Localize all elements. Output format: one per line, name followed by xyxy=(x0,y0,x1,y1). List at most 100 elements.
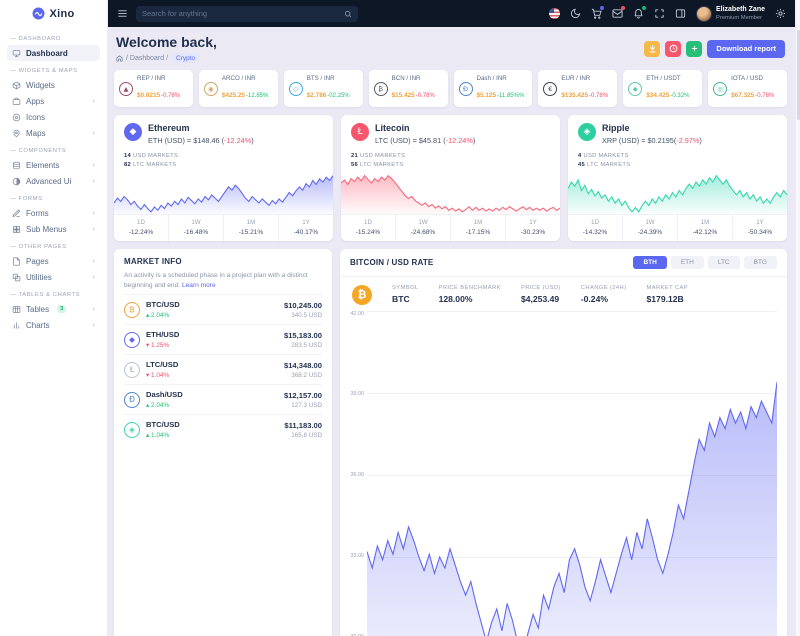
btc-usd-rate-card: BITCOIN / USD RATE BTH ETH LTC BTG ₿ SYM… xyxy=(340,248,787,636)
ticker-card-iota[interactable]: ◎ IOTA / USD $67.325-0.78% xyxy=(708,70,787,107)
settings-gear-icon[interactable] xyxy=(775,8,786,19)
sidebar-item-utilities[interactable]: Utilities › xyxy=(7,269,100,285)
market-row-eth[interactable]: ◆ ETH/USD ▾ 1.25% $15,183.00 283.5 USD xyxy=(124,324,322,354)
stat-1m[interactable]: 1M -17.15% xyxy=(450,215,505,241)
litecoin-sparkline-chart xyxy=(341,172,560,215)
sidebar-item-sub-menus[interactable]: Sub Menus › xyxy=(7,221,100,237)
tab-ltc[interactable]: LTC xyxy=(707,255,740,269)
ticker-card-eur[interactable]: € EUR / INR $135.425-0.78% xyxy=(538,70,618,107)
sidebar-item-forms[interactable]: Forms › xyxy=(7,205,100,221)
scrollbar[interactable] xyxy=(795,0,800,636)
sidebar-item-tables[interactable]: Tables 3 › xyxy=(7,301,100,317)
ticker-change: -0.78% xyxy=(755,93,775,99)
scrollbar-thumb[interactable] xyxy=(796,30,800,120)
ticker-card-arco[interactable]: ◉ ARCO / INR $425.25-12.85% xyxy=(198,70,278,107)
home-icon[interactable] xyxy=(116,55,123,62)
download-report-button[interactable]: Download report xyxy=(707,39,785,58)
ticker-change: -11.85%% xyxy=(497,93,525,99)
user-profile[interactable]: Elizabeth Zane Premium Member xyxy=(695,5,765,22)
map-pin-icon xyxy=(12,129,21,138)
brand-logo-icon xyxy=(32,7,45,20)
tab-bth[interactable]: BTH xyxy=(633,255,667,269)
hamburger-menu-icon[interactable] xyxy=(117,8,128,19)
page-header-actions: Download report xyxy=(644,39,785,58)
ticker-price: $135.425 xyxy=(561,92,589,99)
sidebar-item-icons[interactable]: Icons xyxy=(7,109,100,125)
coin-subtitle: LTC (USD) = $45.81 (-12.24%) xyxy=(375,135,476,145)
stat-1w[interactable]: 1W -24.68% xyxy=(395,215,450,241)
sidebar-section-other-pages: Other Pages xyxy=(10,244,97,250)
coin-name: Ripple xyxy=(602,123,630,133)
tab-btg[interactable]: BTG xyxy=(743,255,777,269)
market-info-card: MARKET INFO An activity is a scheduled p… xyxy=(114,248,332,636)
cart-icon[interactable] xyxy=(591,6,604,19)
breadcrumb-current[interactable]: Crypto xyxy=(171,53,201,63)
breadcrumb-path[interactable]: / Dashboard / xyxy=(126,54,169,62)
messages-icon[interactable] xyxy=(612,6,625,19)
database-icon xyxy=(12,161,21,170)
sidebar-section-components: Components xyxy=(10,148,97,154)
stat-1d[interactable]: 1D -14.32% xyxy=(582,219,608,236)
tab-eth[interactable]: ETH xyxy=(670,255,704,269)
dark-mode-moon-icon[interactable] xyxy=(570,8,581,19)
btc-rate-stats: ₿ SYMBOL BTC PRICE BENCHMARK 128.00% PRICE… xyxy=(340,277,787,308)
notifications-bell-icon[interactable] xyxy=(633,6,646,19)
trend-up-icon: ▴ xyxy=(146,312,150,320)
stat-1y[interactable]: 1Y -50.34% xyxy=(732,215,787,241)
stat-change-24h: CHANGE (24H) -0.24% xyxy=(580,285,627,304)
btc-usd-rate-chart xyxy=(367,310,777,636)
search-icon[interactable] xyxy=(344,10,352,18)
btc-icon: ₿ xyxy=(124,301,140,318)
ticker-card-dash[interactable]: Ð Dash / INR $5.125-11.85%% xyxy=(453,70,533,107)
coin-subtitle: XRP (USD) = $0.2195(-2.97%) xyxy=(602,135,702,145)
sidebar-item-apps[interactable]: Apps › xyxy=(7,93,100,109)
stat-1y[interactable]: 1Y -30.23% xyxy=(505,215,560,241)
layout-toggle-icon[interactable] xyxy=(675,8,686,19)
stat-1w[interactable]: 1W -24.39% xyxy=(622,215,677,241)
market-row-btc[interactable]: ₿ BTC/USD ▴ 2.04% $10,245.00 340.5 USD xyxy=(124,294,322,324)
btc-rate-header: BITCOIN / USD RATE BTH ETH LTC BTG xyxy=(340,249,787,277)
stat-1m[interactable]: 1M -15.21% xyxy=(223,215,278,241)
ticker-card-eth[interactable]: ◆ ETH / USDT $34.425-0.32% xyxy=(623,70,703,107)
history-clock-button[interactable] xyxy=(665,40,682,57)
stat-1m[interactable]: 1M -42.12% xyxy=(677,215,732,241)
eur-coin-icon: € xyxy=(543,81,558,96)
stat-1d[interactable]: 1D -15.24% xyxy=(355,219,381,236)
ticker-price: $34.425 xyxy=(646,92,670,99)
user-meta: Elizabeth Zane Premium Member xyxy=(716,6,765,21)
stat-price-benchmark: PRICE BENCHMARK 128.00% xyxy=(438,285,501,304)
stat-1w[interactable]: 1W -16.48% xyxy=(168,215,223,241)
download-button[interactable] xyxy=(644,40,661,57)
language-flag-icon[interactable] xyxy=(548,8,560,19)
sidebar-item-dashboard[interactable]: Dashboard xyxy=(7,45,100,61)
market-row-btc2[interactable]: ◈ BTC/USD ▴ 1.04% $11,183.00 165.8 USD xyxy=(124,414,322,444)
sidebar-item-charts[interactable]: Charts › xyxy=(7,317,100,333)
search-input[interactable] xyxy=(142,9,340,18)
coin-markets: 4 USD Markets 45 LTC Markets xyxy=(578,152,631,169)
market-row-dash[interactable]: Ð Dash/USD ▴ 2.04% $12,157.00 127.3 USD xyxy=(124,384,322,414)
sidebar-item-elements[interactable]: Elements › xyxy=(7,157,100,173)
grid-icon xyxy=(12,225,21,234)
trend-down-icon: ▾ xyxy=(146,372,150,380)
stat-1d[interactable]: 1D -12.24% xyxy=(128,219,154,236)
learn-more-link[interactable]: Learn more xyxy=(181,281,216,289)
ticker-card-rep[interactable]: ▲ REP / INR $0.0215-0.78% xyxy=(114,70,193,107)
search-bar[interactable] xyxy=(136,5,358,22)
sidebar-item-pages[interactable]: Pages › xyxy=(7,253,100,269)
brand-logo[interactable]: Xino xyxy=(0,0,107,27)
ticker-card-bcn[interactable]: ₿ BCN / INR $15.425-0.78% xyxy=(368,70,448,107)
stat-market-cap: MARKET CAP $179.12B xyxy=(646,285,689,304)
coin-stats: 1D -15.24% 1W -24.68% 1M -17.15% 1Y -30.23% xyxy=(341,214,560,241)
briefcase-icon xyxy=(12,97,21,106)
sidebar-item-maps[interactable]: Maps › xyxy=(7,125,100,141)
avatar xyxy=(695,5,712,22)
fullscreen-icon[interactable] xyxy=(654,8,665,19)
ticker-card-bts[interactable]: ◇ BTS / INR $2.786-02.25% xyxy=(283,70,363,107)
stat-1y[interactable]: 1Y -40.17% xyxy=(278,215,333,241)
market-row-ltc[interactable]: Ł LTC/USD ▾ 1.04% $14,348.00 368.2 USD xyxy=(124,354,322,384)
sidebar-item-widgets[interactable]: Widgets xyxy=(7,77,100,93)
sidebar-item-advanced-ui[interactable]: Advanced Ui › xyxy=(7,173,100,189)
sidebar-section-widgets-maps: Widgets & Maps xyxy=(10,68,97,74)
add-button[interactable] xyxy=(686,40,703,57)
